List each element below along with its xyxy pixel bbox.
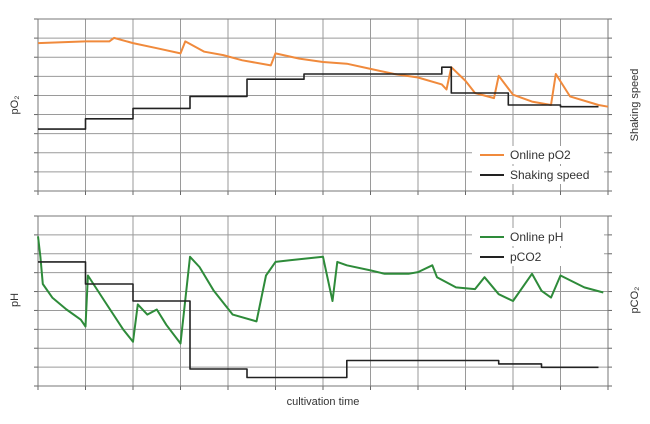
legend-background (472, 166, 604, 184)
legend-label: Online pH (510, 230, 563, 244)
legend-background (472, 248, 604, 266)
top-y-axis-label-left: pO₂ (9, 96, 21, 115)
series-line-pco2 (38, 261, 599, 379)
x-axis-label: cultivation time (287, 396, 360, 408)
top-panel: Online pO2 Shaking speed (34, 18, 612, 195)
bottom-y-axis-label-right: pCO₂ (629, 287, 641, 314)
plot-frame (37, 215, 609, 387)
bottom-y-axis-label-left: pH (9, 293, 21, 307)
series-line-online-po2 (37, 36, 609, 108)
top-y-axis-label-right: Shaking speed (629, 69, 641, 142)
series-line-shaking-speed (38, 66, 599, 130)
legend-label: pCO2 (510, 250, 542, 264)
legend-background (472, 228, 604, 246)
legend-label: Online pO2 (510, 148, 571, 162)
plot-frame (37, 18, 609, 192)
legend-background (472, 146, 604, 164)
legend-label: Shaking speed (510, 168, 589, 182)
bottom-panel: Online pH pCO2 (34, 215, 612, 390)
